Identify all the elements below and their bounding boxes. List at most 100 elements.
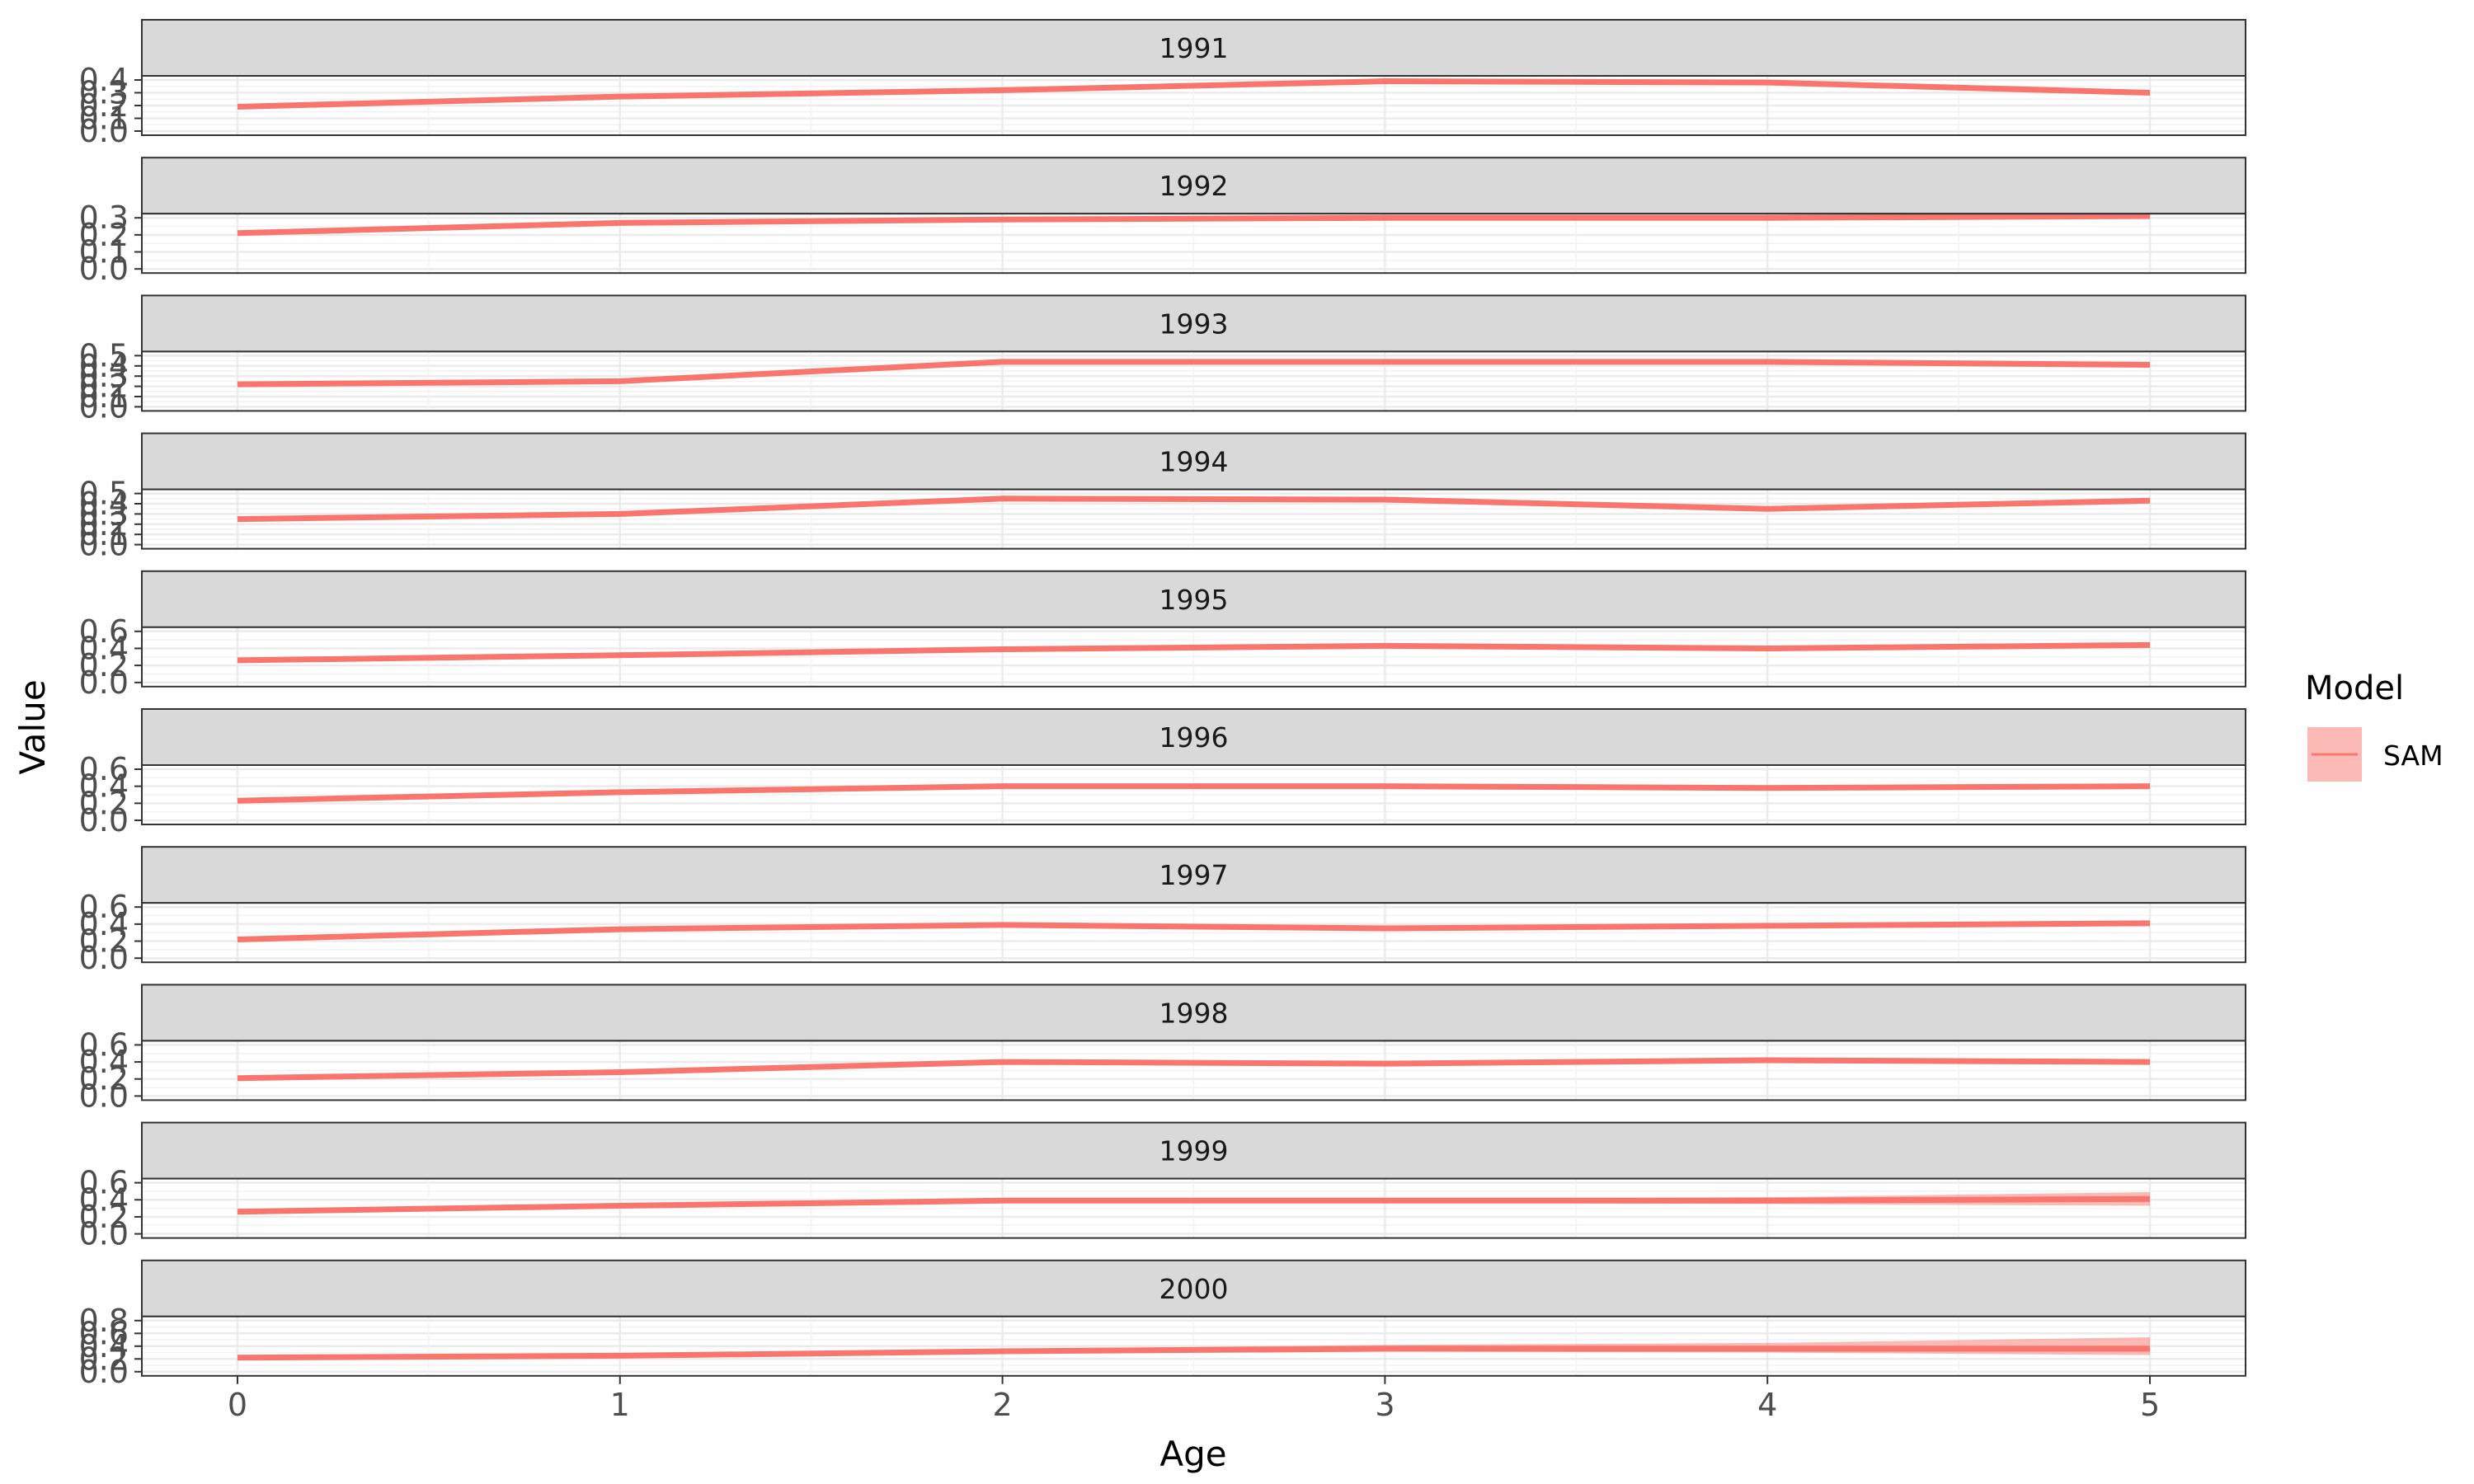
legend-key-sam — [2307, 727, 2362, 782]
y-tick-label: 0.3 — [79, 200, 129, 236]
y-tick-label: 0.3 — [79, 495, 129, 532]
facet-panel: 1992 0.00.10.20.3 — [79, 157, 2246, 287]
y-tick-label: 0.4 — [79, 348, 129, 384]
x-axis-title: Age — [1159, 1434, 1226, 1474]
facet-strip-label: 1997 — [1159, 859, 1229, 891]
panel-border — [141, 764, 2246, 825]
y-tick-label: 0.5 — [79, 337, 129, 373]
facet-panel: 1993 0.00.10.20.30.40.5 — [79, 294, 2246, 425]
series-line-sam — [237, 641, 2151, 664]
facet-strip-label: 1991 — [1159, 32, 1229, 64]
y-tick-label: 0.4 — [79, 630, 129, 666]
y-tick-label: 0.0 — [79, 113, 129, 149]
y-tick-label: 0.4 — [79, 768, 129, 805]
facet-panel: 2000 0.00.20.40.60.8 — [79, 1259, 2246, 1390]
x-tick-label: 4 — [1757, 1387, 1777, 1423]
legend: Model SAM — [2305, 669, 2443, 782]
series-line-sam — [237, 1195, 2151, 1215]
y-tick-label: 0.0 — [79, 388, 129, 425]
facet-strip-label: 1998 — [1159, 997, 1229, 1029]
y-tick-label: 0.6 — [79, 1165, 129, 1201]
y-tick-label: 0.0 — [79, 251, 129, 287]
y-tick-label: 0.4 — [79, 486, 129, 522]
y-tick-label: 0.0 — [79, 1078, 129, 1114]
facet-strip — [141, 432, 2246, 491]
x-tick-label: 2 — [992, 1387, 1012, 1423]
x-axis: 0 1 2 3 4 5 — [228, 1375, 2160, 1423]
facet-strip — [141, 19, 2246, 77]
y-tick-label: 0.4 — [79, 1328, 129, 1364]
facet-strip — [141, 1121, 2246, 1180]
facet-strip-label: 1993 — [1159, 308, 1229, 340]
y-tick-label: 0.0 — [79, 802, 129, 838]
y-tick-label: 0.2 — [79, 785, 129, 821]
y-tick-label: 0.0 — [79, 1354, 129, 1390]
y-tick-label: 0.6 — [79, 1315, 129, 1351]
x-tick-label: 3 — [1375, 1387, 1395, 1423]
facet-panel: 1999 0.00.20.40.6 — [79, 1121, 2246, 1252]
facet-panel: 1998 0.00.20.40.6 — [79, 984, 2246, 1114]
series-line-sam — [237, 213, 2151, 237]
y-tick-label: 0.4 — [79, 62, 129, 98]
y-tick-label: 0.1 — [79, 516, 129, 552]
legend-title: Model — [2305, 669, 2404, 707]
y-tick-label: 0.3 — [79, 75, 129, 111]
facet-panel: 1995 0.00.20.40.6 — [79, 570, 2246, 701]
y-tick-label: 0.4 — [79, 1181, 129, 1218]
y-tick-label: 0.2 — [79, 217, 129, 253]
facet-strip-label: 1992 — [1159, 170, 1229, 202]
series-line-sam — [237, 359, 2151, 387]
y-tick-label: 0.6 — [79, 613, 129, 650]
y-axis-title: Value — [12, 679, 53, 774]
y-tick-label: 0.2 — [79, 87, 129, 124]
series-line-sam — [237, 495, 2151, 523]
y-tick-label: 0.0 — [79, 527, 129, 563]
panel-border — [141, 488, 2246, 550]
y-tick-label: 0.1 — [79, 378, 129, 415]
facet-panel: 1991 0.00.10.20.30.4 — [79, 19, 2246, 149]
facet-strip-label: 2000 — [1159, 1273, 1229, 1305]
y-tick-label: 0.6 — [79, 1026, 129, 1063]
panel-border — [141, 1177, 2246, 1239]
y-tick-label: 0.2 — [79, 369, 129, 405]
series-line-sam — [237, 1057, 2151, 1082]
series-line-sam — [237, 920, 2151, 942]
facet-strip-label: 1994 — [1159, 446, 1229, 478]
facet-panel: 1994 0.00.10.20.30.40.5 — [79, 432, 2246, 563]
y-tick-label: 0.0 — [79, 665, 129, 701]
x-tick-label: 1 — [610, 1387, 630, 1423]
facet-strip-label: 1995 — [1159, 584, 1229, 616]
y-tick-label: 0.6 — [79, 751, 129, 787]
facet-panel: 1997 0.00.20.40.6 — [79, 846, 2246, 976]
facet-panels: 19910.00.10.20.30.419920.00.10.20.319930… — [79, 19, 2246, 1390]
panel-border — [141, 626, 2246, 688]
panel-border — [141, 213, 2246, 275]
y-tick-label: 0.1 — [79, 234, 129, 270]
facet-strip — [141, 846, 2246, 904]
y-tick-label: 0.0 — [79, 940, 129, 976]
facet-strip-label: 1996 — [1159, 721, 1229, 754]
series-line-sam — [237, 783, 2151, 804]
y-tick-label: 0.2 — [79, 506, 129, 542]
y-tick-label: 0.5 — [79, 476, 129, 512]
series-line-sam — [237, 1345, 2151, 1361]
panel-border — [141, 902, 2246, 964]
y-tick-label: 0.2 — [79, 647, 129, 683]
y-tick-label: 0.2 — [79, 923, 129, 960]
y-tick-label: 0.4 — [79, 1044, 129, 1080]
y-tick-label: 0.8 — [79, 1303, 129, 1339]
series-line-sam — [237, 78, 2151, 110]
y-tick-label: 0.2 — [79, 1061, 129, 1097]
y-tick-label: 0.1 — [79, 101, 129, 137]
facet-panel: 1996 0.00.20.40.6 — [79, 708, 2246, 838]
y-tick-label: 0.2 — [79, 1341, 129, 1377]
y-tick-label: 0.4 — [79, 906, 129, 942]
panel-border — [141, 350, 2246, 412]
x-tick-label: 0 — [228, 1387, 247, 1423]
x-tick-label: 5 — [2140, 1387, 2160, 1423]
y-tick-label: 0.2 — [79, 1199, 129, 1235]
y-tick-label: 0.3 — [79, 358, 129, 394]
y-tick-label: 0.6 — [79, 889, 129, 925]
facet-strip — [141, 1259, 2246, 1317]
